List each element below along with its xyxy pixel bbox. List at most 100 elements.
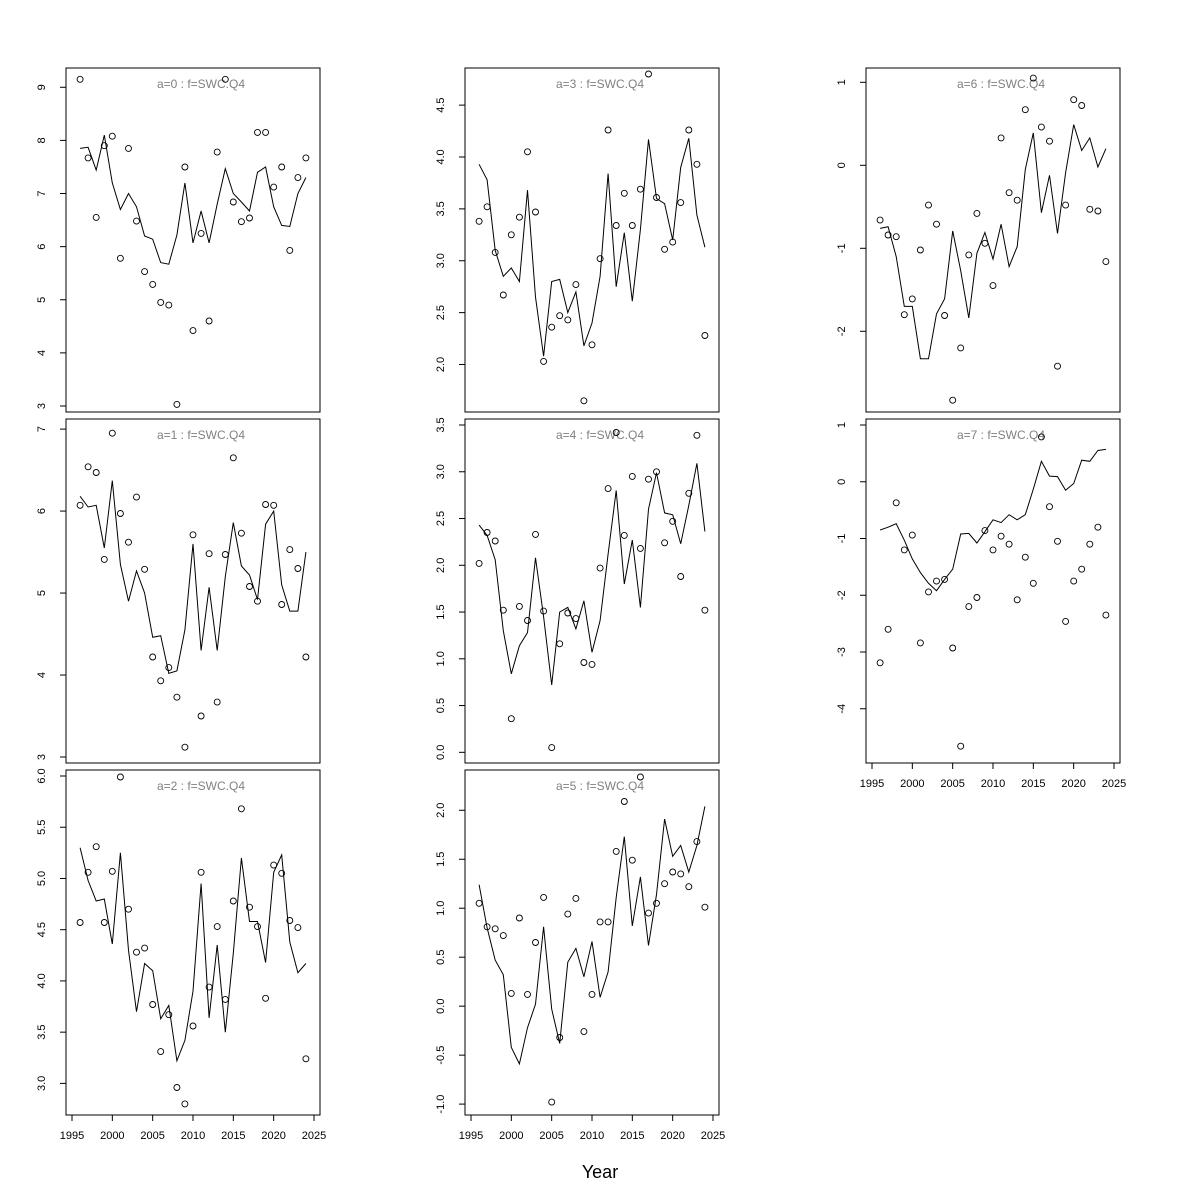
data-point <box>173 400 181 408</box>
x-tick-label: 2025 <box>1102 778 1126 790</box>
data-point <box>270 183 278 191</box>
data-point <box>173 693 181 701</box>
data-point <box>1005 189 1013 197</box>
fitted-line <box>79 480 307 675</box>
x-tick-label: 2000 <box>499 1130 523 1142</box>
data-point <box>1013 596 1021 604</box>
data-point <box>205 983 213 991</box>
data-point <box>685 126 693 134</box>
data-point <box>908 531 916 539</box>
data-point <box>908 295 916 303</box>
data-point <box>916 246 924 254</box>
y-tick-label: 3.5 <box>36 1025 48 1040</box>
y-tick-label: 5.0 <box>36 871 48 886</box>
data-point <box>1054 537 1061 545</box>
data-point <box>1029 579 1037 587</box>
data-point <box>548 323 556 331</box>
panel-0: a=0 : f=SWC.Q4 3 4 5 6 7 8 9 <box>36 67 321 413</box>
data-point <box>213 148 221 156</box>
y-tick-label: -3 <box>836 647 848 657</box>
data-point <box>181 743 189 751</box>
data-point <box>701 903 709 911</box>
data-point <box>701 606 709 614</box>
y-tick-label: 2.0 <box>435 357 447 372</box>
x-tick-label: 2025 <box>701 1130 725 1142</box>
data-point <box>524 617 531 624</box>
data-point <box>262 994 270 1002</box>
data-point <box>989 546 997 554</box>
data-point <box>92 469 100 476</box>
data-point <box>483 203 491 211</box>
data-point <box>1037 433 1045 441</box>
y-tick-label: -0.5 <box>435 1046 447 1065</box>
data-point <box>84 868 92 876</box>
data-point <box>213 698 221 706</box>
panel-4: a=4 : f=SWC.Q4 0.0 0.5 1.0 1.5 2.0 2.5 3.0 3.5 <box>435 417 720 764</box>
data-point <box>507 989 515 997</box>
y-tick-label: 3.0 <box>435 464 447 479</box>
y-tick-label: -1 <box>836 534 848 544</box>
data-point <box>876 659 884 667</box>
data-point <box>229 897 237 905</box>
y-tick-label: 6 <box>36 244 48 250</box>
data-point <box>141 944 149 952</box>
y-tick-label: -2 <box>836 326 848 336</box>
data-point <box>229 454 237 462</box>
data-point <box>133 493 140 501</box>
data-point <box>1070 96 1078 104</box>
fitted-line <box>879 448 1106 592</box>
data-point <box>237 805 245 813</box>
data-point <box>693 838 701 846</box>
y-tick-label: -1 <box>836 243 848 253</box>
data-point <box>237 529 245 537</box>
data-point <box>1046 503 1053 511</box>
fitted-line <box>478 138 706 357</box>
y-tick-label: 7 <box>36 190 48 196</box>
panel-title: a=0 : f=SWC.Q4 <box>157 77 245 91</box>
data-point <box>254 597 261 605</box>
data-point <box>548 1098 556 1106</box>
data-point <box>270 861 278 869</box>
data-point <box>677 870 685 878</box>
y-tick-label: 4.5 <box>435 97 447 112</box>
data-point <box>108 867 116 875</box>
data-point <box>507 715 515 723</box>
data-point <box>157 1048 165 1056</box>
data-point <box>957 344 965 352</box>
data-point <box>515 213 523 221</box>
y-tick-label: 4.0 <box>435 149 447 164</box>
panel-frame <box>464 418 720 764</box>
data-point <box>556 312 564 320</box>
data-point <box>669 238 677 246</box>
data-point <box>693 431 701 439</box>
data-point <box>653 194 660 201</box>
data-point <box>141 565 149 573</box>
data-point <box>636 185 644 193</box>
x-tick-label: 2010 <box>981 778 1005 790</box>
data-point <box>515 914 523 922</box>
panel-7: a=7 : f=SWC.Q4 -4 -3 -2 -1 0 1 1995 2000 2005 2010… <box>836 418 1126 790</box>
y-tick-label: -4 <box>836 704 848 714</box>
data-point <box>116 510 124 517</box>
data-point <box>532 939 539 946</box>
y-tick-label: 2.0 <box>435 803 447 818</box>
panel-frame <box>65 769 321 1116</box>
data-point <box>612 429 620 436</box>
data-point <box>491 537 499 545</box>
data-point <box>278 869 286 877</box>
y-tick-label: 1.0 <box>435 651 447 666</box>
data-point <box>588 341 596 349</box>
data-point <box>900 546 908 554</box>
data-point <box>933 577 940 585</box>
data-point <box>892 233 900 241</box>
y-tick-label: 0.5 <box>435 698 447 713</box>
data-point <box>532 530 539 538</box>
panel-1: a=1 : f=SWC.Q4 3 4 5 6 7 <box>36 418 321 764</box>
data-point <box>540 607 548 615</box>
data-point <box>205 550 213 558</box>
data-point <box>213 923 221 931</box>
data-point <box>981 527 989 535</box>
y-tick-label: 4.5 <box>36 922 48 937</box>
